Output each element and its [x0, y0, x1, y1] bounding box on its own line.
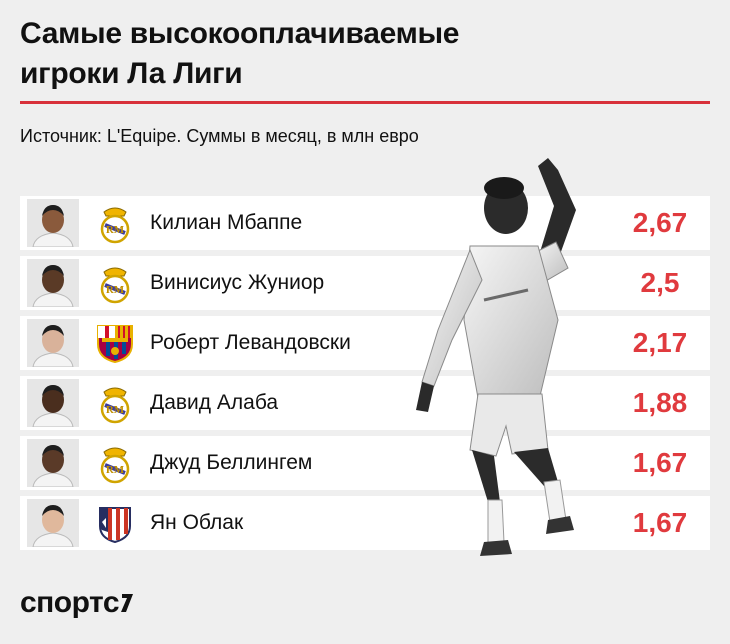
title-line-1: Самые высокооплачиваемые: [20, 17, 460, 50]
page-title: Самые высокооплачиваемые игроки Ла Лиги: [20, 14, 620, 94]
table-row: RM Килиан Мбаппе 2,67: [20, 196, 710, 250]
atletico-madrid-crest-icon: [94, 502, 136, 544]
player-cell: RM Джуд Беллингем: [20, 436, 462, 490]
salary-cell: 1,67: [610, 436, 710, 490]
salary-value: 1,88: [632, 387, 688, 418]
player-cell: Роберт Левандовски: [20, 316, 462, 370]
brand-mark-icon: [121, 594, 134, 612]
salary-value: 2,5: [640, 267, 680, 298]
real-madrid-crest-icon: RM: [94, 262, 136, 304]
salary-value: 1,67: [632, 447, 688, 478]
player-cell: RM Винисиус Жуниор: [20, 256, 462, 310]
salary-cell: 1,67: [610, 496, 710, 550]
salary-value: 1,67: [632, 507, 688, 538]
real-madrid-crest-icon: RM: [94, 202, 136, 244]
brand-logo: спортс: [20, 586, 134, 620]
player-name: Джуд Беллингем: [150, 451, 313, 474]
salary-cell: 1,88: [610, 376, 710, 430]
title-line-2: игроки Ла Лиги: [20, 57, 243, 90]
svg-text:RM: RM: [106, 464, 125, 476]
table-row: RM Джуд Беллингем 1,67: [20, 436, 710, 490]
player-avatar: [27, 199, 79, 247]
table-row: Ян Облак 1,67: [20, 496, 710, 550]
player-photo-icon: [416, 158, 576, 556]
real-madrid-crest-icon: RM: [94, 442, 136, 484]
salary-value: 2,17: [632, 327, 688, 358]
player-name: Ян Облак: [150, 511, 244, 534]
player-name: Роберт Левандовски: [150, 331, 351, 354]
table-row: RM Винисиус Жуниор 2,5: [20, 256, 710, 310]
player-cell: Ян Облак: [20, 496, 462, 550]
player-name: Килиан Мбаппе: [150, 211, 303, 234]
real-madrid-crest-icon: RM: [94, 382, 136, 424]
player-name: Винисиус Жуниор: [150, 271, 325, 294]
player-avatar: [27, 379, 79, 427]
player-avatar: [27, 439, 79, 487]
player-cell: RM Давид Алаба: [20, 376, 462, 430]
salary-cell: 2,17: [610, 316, 710, 370]
svg-text:RM: RM: [106, 404, 125, 416]
salary-cell: 2,67: [610, 196, 710, 250]
player-avatar: [27, 499, 79, 547]
table-row: Роберт Левандовски 2,17: [20, 316, 710, 370]
player-cell: RM Килиан Мбаппе: [20, 196, 462, 250]
salary-value: 2,67: [632, 207, 688, 238]
svg-text:RM: RM: [106, 284, 125, 296]
title-divider: [20, 101, 710, 104]
barcelona-crest-icon: [94, 322, 136, 364]
table-row: RM Давид Алаба 1,88: [20, 376, 710, 430]
salary-cell: 2,5: [610, 256, 710, 310]
player-name: Давид Алаба: [150, 391, 279, 414]
player-avatar: [27, 259, 79, 307]
brand-logo-text: спортс: [20, 586, 120, 619]
subtitle: Источник: L'Equipe. Суммы в месяц, в млн…: [20, 126, 419, 146]
player-avatar: [27, 319, 79, 367]
svg-text:RM: RM: [106, 224, 125, 236]
